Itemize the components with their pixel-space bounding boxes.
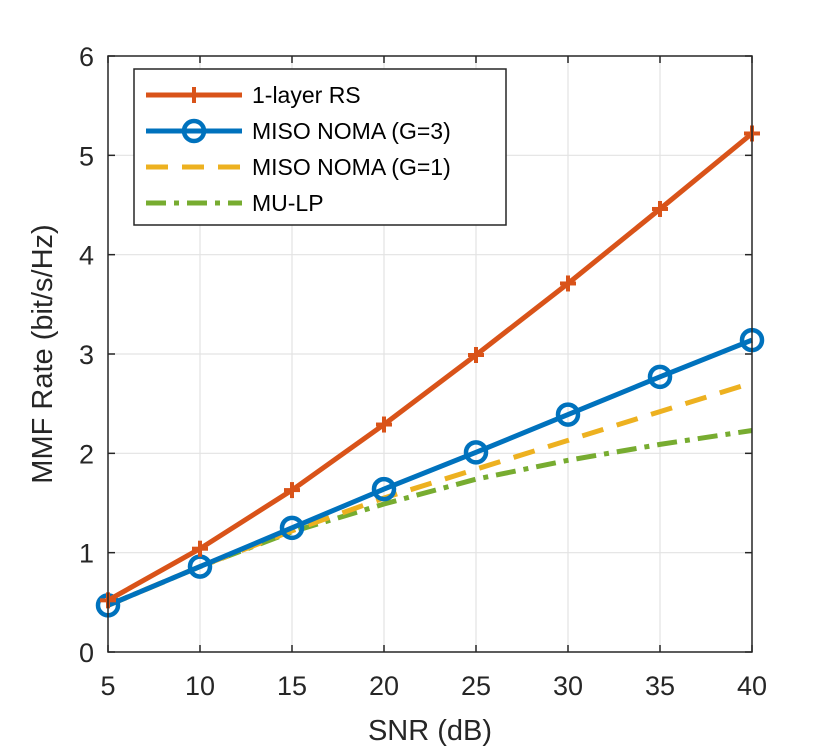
data-point-miso-noma-g-3	[647, 364, 673, 390]
x-tick-label: 25	[461, 671, 491, 701]
legend-label-miso-noma-g-1: MISO NOMA (G=1)	[252, 154, 451, 180]
legend-label-miso-noma-g-3: MISO NOMA (G=3)	[252, 118, 451, 144]
legend-label-mu-lp: MU-LP	[252, 190, 324, 216]
data-point-1-layer-rs	[376, 416, 392, 433]
data-point-miso-noma-g-3	[279, 515, 305, 541]
data-point-1-layer-rs	[652, 200, 668, 217]
series-mu-lp	[107, 428, 753, 608]
x-tick-label: 35	[645, 671, 675, 701]
tick-labels: 5 10 15 20 25 30 35 40 0 1 2 3 4 5 6	[79, 42, 767, 701]
series-line-miso-noma-g-3	[107, 337, 753, 608]
data-point-1-layer-rs	[560, 275, 576, 292]
series-layer	[95, 125, 765, 618]
y-tick-label: 4	[79, 241, 94, 271]
legend-marker-1-layer-rs	[186, 87, 202, 103]
legend-marker-miso-noma-g-3	[181, 118, 207, 144]
y-axis-title: MMF Rate (bit/s/Hz)	[27, 224, 59, 483]
x-tick-label: 15	[277, 671, 307, 701]
data-point-1-layer-rs	[468, 346, 484, 363]
data-point-miso-noma-g-3	[555, 402, 581, 427]
x-tick-label: 20	[369, 671, 399, 701]
legend-label-1-layer-rs: 1-layer RS	[252, 82, 361, 108]
y-tick-label: 5	[79, 141, 94, 171]
ticks	[107, 55, 753, 653]
x-tick-label: 40	[737, 671, 767, 701]
y-tick-label: 1	[79, 539, 94, 569]
x-tick-label: 30	[553, 671, 583, 701]
x-tick-label: 10	[185, 671, 215, 701]
data-point-1-layer-rs	[192, 540, 208, 557]
y-tick-label: 0	[79, 638, 94, 668]
series-line-mu-lp	[107, 428, 753, 608]
y-tick-label: 3	[79, 340, 94, 370]
data-point-miso-noma-g-3	[463, 440, 489, 465]
y-tick-label: 6	[79, 42, 94, 72]
x-axis-title: SNR (dB)	[368, 715, 492, 747]
series-line-1-layer-rs	[106, 131, 754, 603]
data-point-1-layer-rs	[284, 482, 300, 499]
data-point-miso-noma-g-3	[371, 476, 397, 502]
x-tick-label: 5	[100, 671, 115, 701]
y-tick-label: 2	[79, 439, 94, 469]
legend: 1-layer RS MISO NOMA (G=3) MISO NOMA (G=1)…	[133, 68, 507, 226]
